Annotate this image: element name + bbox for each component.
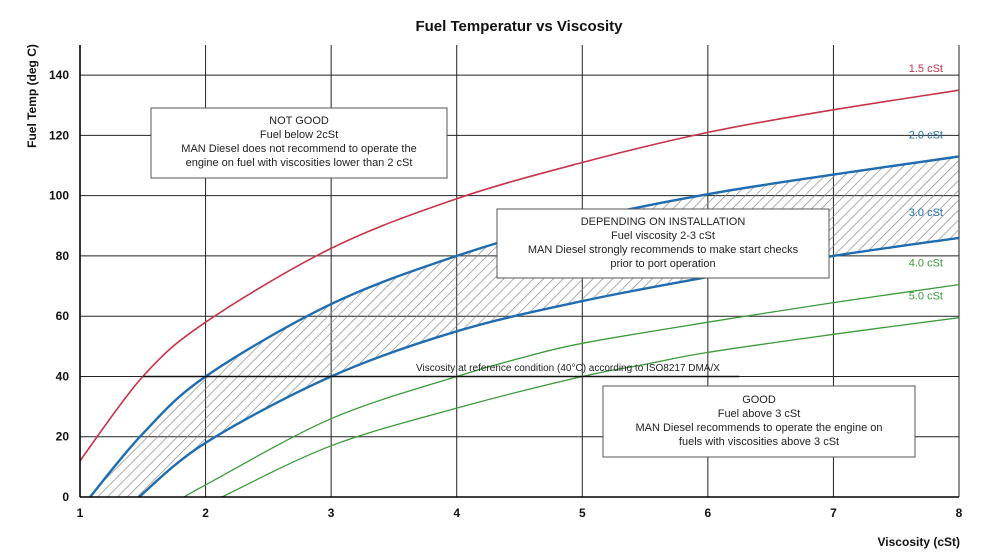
x-tick-label: 4 xyxy=(453,506,460,520)
annotation-good-line: MAN Diesel recommends to operate the eng… xyxy=(635,422,882,434)
y-tick-label: 140 xyxy=(49,68,69,82)
series-line xyxy=(221,317,959,497)
annotation-good-line: fuels with viscosities above 3 cSt xyxy=(679,436,839,448)
annotation-good: GOOD Fuel above 3 cSt MAN Diesel recomme… xyxy=(602,385,916,458)
annotation-depending-line: Fuel viscosity 2-3 cSt xyxy=(611,230,715,242)
annotation-not-good-line: engine on fuel with viscosities lower th… xyxy=(186,157,413,169)
series-line xyxy=(183,283,959,497)
y-tick-label: 20 xyxy=(56,430,70,444)
series-labels: 1.5 cSt 2.0 cSt 3.0 cSt 4.0 cSt 5.0 cSt xyxy=(909,63,943,303)
y-tick-label: 40 xyxy=(56,369,70,383)
annotation-not-good-line: NOT GOOD xyxy=(269,115,329,127)
annotation-depending-line: DEPENDING ON INSTALLATION xyxy=(581,216,746,228)
y-tick-label: 120 xyxy=(49,128,69,142)
annotation-good-box xyxy=(602,385,916,458)
y-tick-label: 80 xyxy=(56,249,70,263)
x-tick-label: 3 xyxy=(328,506,335,520)
y-tick-label: 100 xyxy=(49,189,69,203)
series-line xyxy=(80,89,959,462)
x-tick-label: 2 xyxy=(202,506,209,520)
x-axis-label: Viscosity (cSt) xyxy=(878,535,960,549)
annotation-depending-line: prior to port operation xyxy=(610,258,715,270)
annotation-not-good-line: Fuel below 2cSt xyxy=(260,129,338,141)
y-tick-label: 60 xyxy=(56,309,70,323)
annotation-depending-line: MAN Diesel strongly recommends to make s… xyxy=(528,244,799,256)
series-label: 3.0 cSt xyxy=(909,207,943,219)
y-axis-label: Fuel Temp (deg C) xyxy=(25,44,39,148)
annotation-depending-box xyxy=(496,208,830,279)
annotation-not-good-line: MAN Diesel does not recommend to operate… xyxy=(181,143,416,155)
x-tick-label: 7 xyxy=(830,506,837,520)
series-label: 2.0 cSt xyxy=(909,129,943,141)
annotation-depending: DEPENDING ON INSTALLATION Fuel viscosity… xyxy=(496,208,830,279)
series-group xyxy=(80,89,959,497)
annotation-not-good: NOT GOOD Fuel below 2cSt MAN Diesel does… xyxy=(150,107,448,179)
reference-line-label: Viscosity at reference condition (40°C) … xyxy=(416,363,720,374)
y-tick-label: 0 xyxy=(62,490,69,504)
annotation-not-good-box xyxy=(150,107,448,179)
series-label: 1.5 cSt xyxy=(909,63,943,75)
x-tick-label: 6 xyxy=(705,506,712,520)
x-tick-label: 5 xyxy=(579,506,586,520)
x-tick-label: 8 xyxy=(956,506,963,520)
series-line xyxy=(89,155,959,497)
annotation-good-line: Fuel above 3 cSt xyxy=(718,408,801,420)
series-label: 4.0 cSt xyxy=(909,258,943,270)
annotation-good-line: GOOD xyxy=(742,394,776,406)
series-label: 5.0 cSt xyxy=(909,291,943,303)
x-tick-label: 1 xyxy=(77,506,84,520)
chart-title: Fuel Temperatur vs Viscosity xyxy=(415,18,623,35)
axes xyxy=(79,45,959,498)
